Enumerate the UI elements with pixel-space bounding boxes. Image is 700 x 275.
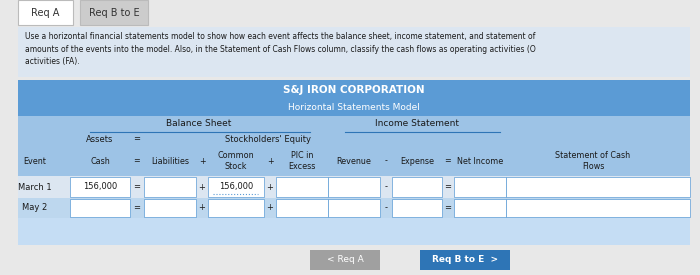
Text: Use a horizontal financial statements model to show how each event affects the b: Use a horizontal financial statements mo…	[25, 32, 536, 66]
Text: Req B to E  >: Req B to E >	[432, 255, 498, 265]
Text: Revenue: Revenue	[337, 156, 372, 166]
Bar	[276, 199, 328, 217]
Text: Balance Sheet: Balance Sheet	[167, 120, 232, 128]
Text: Horizontal Statements Model: Horizontal Statements Model	[288, 103, 420, 112]
Bar	[18, 132, 690, 146]
Text: =: =	[134, 134, 141, 144]
Text: +: +	[199, 204, 205, 213]
Bar	[70, 199, 130, 217]
Text: Liabilities: Liabilities	[151, 156, 189, 166]
Bar	[18, 176, 690, 198]
Text: Statement of Cash
Flows: Statement of Cash Flows	[555, 151, 631, 171]
Text: S&J IRON CORPORATION: S&J IRON CORPORATION	[284, 85, 425, 95]
Bar	[18, 80, 690, 245]
Bar	[392, 199, 442, 217]
Bar	[144, 177, 196, 197]
Bar	[70, 177, 130, 197]
Text: < Req A: < Req A	[327, 255, 363, 265]
Bar	[18, 80, 690, 100]
Bar	[144, 199, 196, 217]
Bar	[18, 116, 690, 132]
Text: Assets: Assets	[86, 134, 113, 144]
Text: =: =	[444, 156, 452, 166]
Bar	[208, 177, 264, 197]
Text: +: +	[267, 183, 274, 191]
Text: =: =	[134, 204, 141, 213]
Text: -: -	[384, 183, 388, 191]
Bar	[310, 250, 380, 270]
Text: May 2: May 2	[22, 204, 48, 213]
Bar	[18, 0, 73, 25]
Text: Event: Event	[24, 156, 46, 166]
Text: =: =	[444, 183, 452, 191]
Text: -: -	[384, 156, 387, 166]
Text: March 1: March 1	[18, 183, 52, 191]
Bar	[18, 198, 690, 218]
Text: =: =	[134, 156, 141, 166]
Text: Expense: Expense	[400, 156, 434, 166]
Text: Req B to E: Req B to E	[89, 8, 139, 18]
Bar	[18, 146, 690, 176]
Text: PIC in
Excess: PIC in Excess	[288, 151, 316, 171]
Bar	[208, 199, 264, 217]
Bar	[506, 199, 690, 217]
Bar	[420, 250, 510, 270]
Text: Income Statement: Income Statement	[375, 120, 459, 128]
Bar	[18, 100, 690, 116]
Text: +: +	[199, 156, 205, 166]
Text: 156,000: 156,000	[219, 183, 253, 191]
Text: Net Income: Net Income	[457, 156, 503, 166]
Bar	[392, 177, 442, 197]
Text: =: =	[134, 183, 141, 191]
Text: Common
Stock: Common Stock	[218, 151, 254, 171]
Text: =: =	[444, 204, 452, 213]
Text: Req A: Req A	[31, 8, 60, 18]
Text: Stockholders' Equity: Stockholders' Equity	[225, 134, 311, 144]
Text: +: +	[199, 183, 205, 191]
Bar	[454, 199, 506, 217]
Text: 156,000: 156,000	[83, 183, 117, 191]
Text: +: +	[267, 156, 273, 166]
Text: -: -	[384, 204, 388, 213]
Text: Cash: Cash	[90, 156, 110, 166]
Bar	[276, 177, 328, 197]
Bar	[80, 0, 148, 25]
Bar	[506, 177, 690, 197]
Bar	[328, 177, 380, 197]
Text: +: +	[267, 204, 274, 213]
Bar	[454, 177, 506, 197]
Bar	[18, 27, 690, 77]
Bar	[328, 199, 380, 217]
